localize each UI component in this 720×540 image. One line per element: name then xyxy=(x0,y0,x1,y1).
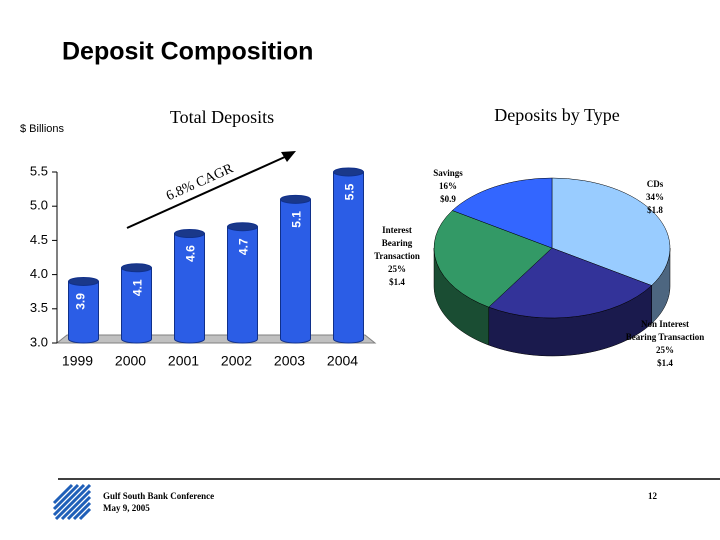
slice-label: Interest Bearing Transaction 25% $1.4 xyxy=(367,224,427,289)
pie-slice xyxy=(433,210,553,308)
bar xyxy=(280,198,311,344)
bar-top xyxy=(174,229,205,239)
value-label: 4.7 xyxy=(237,238,251,255)
slice-percent: 25% xyxy=(656,345,674,355)
bar-title: Total Deposits xyxy=(170,107,274,127)
y-tick-label: 3.5 xyxy=(30,300,48,315)
slice-amount: $1.4 xyxy=(389,277,405,287)
bar xyxy=(68,280,99,344)
slice-amount: $1.8 xyxy=(647,205,663,215)
slice-label: Non Interest Bearing Transaction 25% $1.4 xyxy=(625,318,705,370)
arrow-head xyxy=(281,151,296,162)
bar xyxy=(333,171,364,344)
slice-percent: 16% xyxy=(439,181,457,191)
slice-amount: $0.9 xyxy=(440,194,456,204)
value-label: 5.5 xyxy=(343,183,357,200)
slice-name: CDs xyxy=(646,179,664,189)
logo xyxy=(52,483,92,521)
y-tick-label: 3.0 xyxy=(30,334,48,349)
slice-amount: $1.4 xyxy=(657,358,673,368)
value-label: 3.9 xyxy=(74,293,88,310)
y-tick-label: 5.0 xyxy=(30,198,48,213)
slice-name: Non Interest Bearing Transaction xyxy=(625,319,705,342)
x-tick-label: 2003 xyxy=(274,353,305,369)
slice-percent: 25% xyxy=(388,264,406,274)
x-tick-label: 2000 xyxy=(115,353,146,369)
pie-slice xyxy=(451,177,553,249)
x-tick-label: 2004 xyxy=(327,353,358,369)
bar xyxy=(227,226,258,344)
pie-title: Deposits by Type xyxy=(494,105,619,125)
bar-top xyxy=(333,167,364,177)
annotation: 6.8% CAGR xyxy=(164,161,236,204)
footer-date: May 9, 2005 xyxy=(103,503,150,513)
y-axis-label: $ Billions xyxy=(20,123,65,135)
slide-title: Deposit Composition xyxy=(62,38,313,66)
bar-top xyxy=(121,263,152,273)
cagr-arrow xyxy=(126,155,288,229)
y-tick-label: 5.5 xyxy=(30,163,48,178)
slice-name: Interest Bearing Transaction xyxy=(374,225,420,261)
slice-name: Savings xyxy=(433,168,463,178)
bar-top xyxy=(227,222,258,232)
pie-slice xyxy=(551,177,671,286)
floor xyxy=(55,334,377,344)
slice-label: Savings 16% $0.9 xyxy=(423,167,473,206)
x-tick-label: 2001 xyxy=(168,353,199,369)
x-tick-label: 1999 xyxy=(62,353,93,369)
y-tick-label: 4.5 xyxy=(30,232,48,247)
value-label: 4.6 xyxy=(184,245,198,262)
value-label: 4.1 xyxy=(131,279,145,296)
bar-top xyxy=(280,194,311,204)
pie-slice xyxy=(488,247,653,319)
slice-percent: 34% xyxy=(646,192,664,202)
slice-label: CDs 34% $1.8 xyxy=(625,178,685,217)
value-label: 5.1 xyxy=(290,211,304,228)
bar xyxy=(174,233,205,344)
bar xyxy=(121,267,152,344)
x-tick-label: 2002 xyxy=(221,353,252,369)
footer-text: Gulf South Bank Conference xyxy=(103,491,214,501)
bar-top xyxy=(68,276,99,286)
page-number: 12 xyxy=(648,491,658,501)
y-tick-label: 4.0 xyxy=(30,266,48,281)
